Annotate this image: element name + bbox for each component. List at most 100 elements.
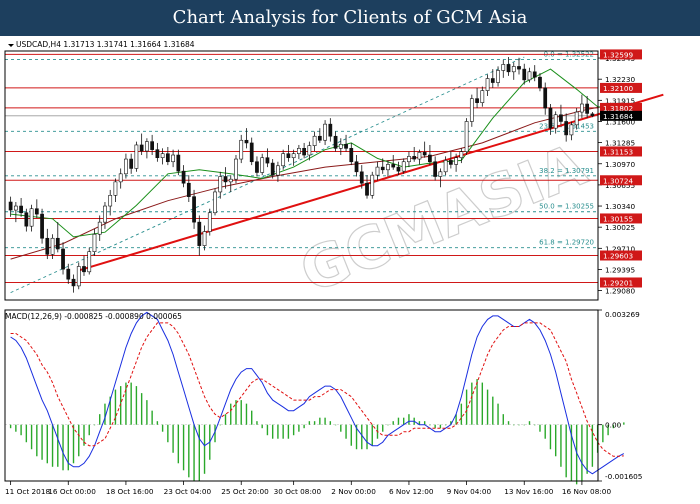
candle-body-bear: [66, 268, 71, 280]
candle-body-bear: [590, 113, 595, 117]
candle-body-bull: [401, 161, 406, 172]
candle-body-bear: [317, 135, 322, 141]
macd-histogram-bar: [271, 424, 274, 439]
fib-level-label: 61.8 = 1.29720: [539, 239, 594, 247]
candle-body-bull: [386, 164, 390, 171]
candle-body-bear: [181, 170, 186, 184]
candle-body-bear: [532, 71, 537, 78]
macd-histogram-bar: [591, 424, 594, 467]
candle-body-bear: [71, 278, 76, 287]
y-axis-tick-label: 1.32230: [605, 75, 636, 84]
macd-histogram-bar: [30, 424, 33, 450]
candle-body-bull: [29, 208, 34, 227]
candle-body-bull: [87, 251, 92, 273]
candle-body-bear: [150, 141, 155, 150]
candle-body-bull: [375, 166, 380, 176]
chart-title-banner: Chart Analysis for Clients of GCM Asia: [0, 0, 700, 36]
macd-y-axis-tick-label: -0.001605: [605, 472, 642, 481]
candle-body-bull: [407, 156, 411, 163]
candle-body-bear: [176, 154, 181, 172]
candle-body-bull: [417, 152, 422, 160]
candle-body-bear: [422, 152, 427, 156]
macd-y-axis-tick-label: 0.00: [605, 421, 622, 430]
candle-body-bear: [564, 121, 569, 136]
candle-body-bear: [45, 237, 50, 255]
macd-histogram-bar: [513, 424, 515, 426]
candle-body-bear: [354, 161, 359, 173]
macd-histogram-bar: [387, 424, 389, 426]
candle-body-bear: [55, 237, 60, 250]
candle-body-bear: [270, 162, 275, 176]
macd-histogram-bar: [57, 424, 59, 467]
macd-histogram-bar: [245, 403, 248, 425]
macd-histogram-bar: [313, 421, 316, 425]
macd-histogram-bar: [51, 424, 54, 467]
macd-histogram-bar: [539, 424, 541, 432]
macd-histogram-bar: [104, 403, 106, 425]
macd-histogram-bar: [198, 424, 200, 481]
candle-body-bear: [506, 64, 511, 73]
macd-histogram-bar: [156, 421, 159, 425]
ma-fast-line: [10, 68, 624, 238]
macd-histogram-bar: [350, 424, 352, 446]
macd-histogram-bar: [481, 382, 484, 425]
candlesticks: [8, 57, 595, 293]
macd-histogram-bar: [476, 379, 478, 425]
macd-histogram-bar: [518, 424, 520, 426]
candle-body-bear: [559, 114, 563, 122]
macd-histogram-bar: [230, 403, 232, 425]
candle-body-bull: [207, 212, 212, 232]
price-level-tag-label: 1.32599: [603, 50, 634, 59]
axes-layer: 1.325451.322301.319151.316001.312851.309…: [4, 44, 642, 496]
candle-body-bull: [13, 205, 18, 211]
ma-slow-line: [10, 102, 624, 260]
macd-histogram-bar: [135, 386, 138, 425]
macd-histogram-bar: [581, 424, 583, 481]
macd-histogram-bar: [471, 382, 473, 425]
macd-histogram-bar: [623, 422, 625, 425]
x-axis-tick-label: 11 Oct 2018: [5, 487, 50, 496]
candle-body-bear: [433, 161, 438, 177]
candle-body-bear: [365, 182, 369, 196]
macd-histogram-bar: [161, 424, 164, 432]
price-level-tag: [600, 175, 642, 186]
macd-histogram-bar: [151, 410, 153, 425]
candle-body-bull: [464, 121, 469, 152]
candle-body-bull: [323, 123, 327, 141]
candle-body-bear: [522, 68, 527, 81]
price-level-tag: [600, 82, 642, 93]
candle-body-bull: [527, 71, 532, 81]
candle-body-bull: [239, 139, 244, 160]
macd-histogram-bar: [586, 424, 588, 474]
candle-body-bear: [40, 213, 44, 239]
price-level-tag: [600, 277, 642, 288]
price-level-tag: [600, 102, 642, 113]
candle-body-bear: [585, 103, 590, 114]
macd-panel-frame: [4, 309, 599, 482]
macd-histogram-bar: [277, 424, 279, 439]
x-axis-tick-label: 25 Oct 20:00: [221, 487, 269, 496]
macd-histogram-bar: [25, 424, 28, 443]
macd-histogram-bar: [602, 424, 604, 443]
main-panel-frame: [4, 50, 599, 301]
candle-body-bear: [302, 148, 306, 156]
moving-averages: [10, 68, 624, 260]
macd-info-label: MACD(12,26,9) -0.000825 -0.000890 0.0000…: [5, 312, 182, 321]
candle-body-bull: [496, 70, 500, 83]
candle-body-bear: [34, 208, 39, 215]
macd-y-axis-tick-label: 0.003269: [605, 310, 640, 319]
macd-histogram-bar: [392, 421, 394, 425]
candle-body-bull: [307, 145, 312, 156]
macd-histogram-bar: [361, 424, 363, 450]
price-level-tag: [600, 146, 642, 157]
macd-histogram-bar: [340, 424, 342, 432]
candle-body-bear: [165, 153, 170, 163]
macd-histogram-bar: [607, 424, 609, 436]
macd-histogram-bar: [256, 421, 258, 425]
x-axis-tick-label: 6 Nov 12:00: [389, 487, 434, 496]
macd-histogram-bar: [125, 382, 127, 425]
candle-body-bear: [543, 87, 548, 109]
candle-body-bull: [103, 205, 107, 223]
x-axis-tick-label: 13 Nov 16:00: [504, 487, 554, 496]
candle-body-bear: [391, 164, 396, 168]
